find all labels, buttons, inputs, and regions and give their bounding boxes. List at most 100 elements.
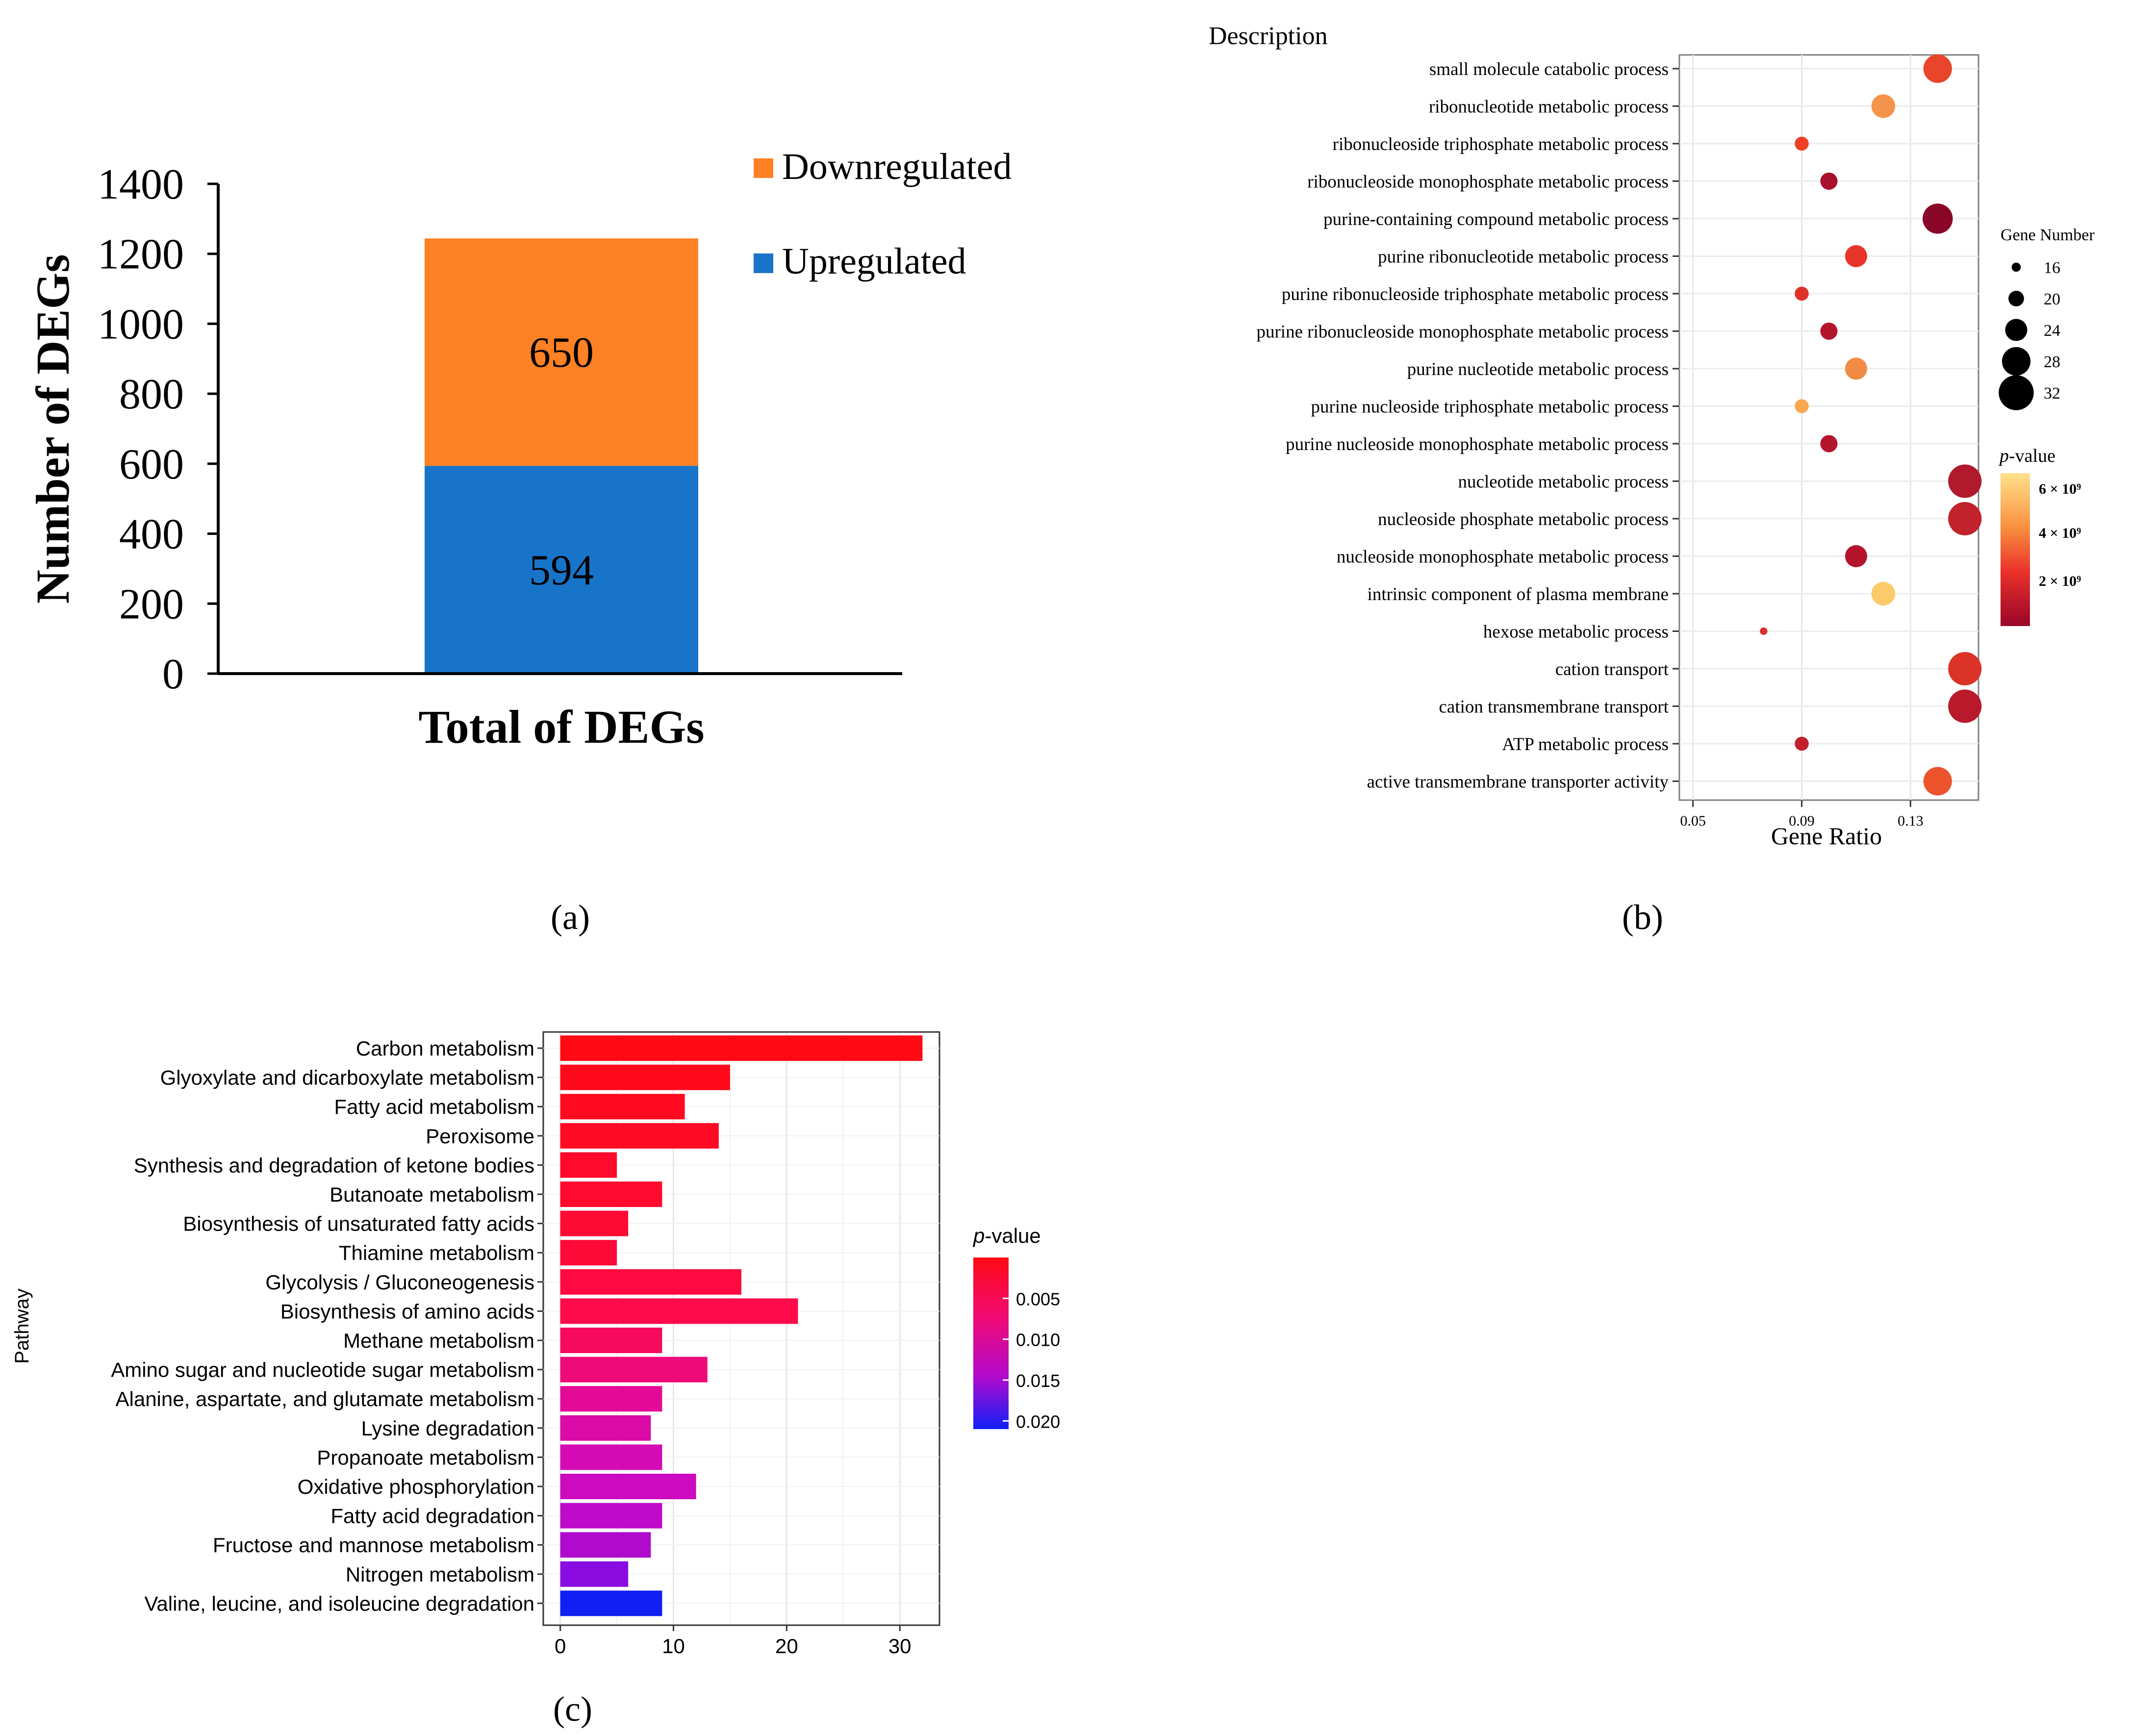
size-legend-dot [2008, 291, 2024, 306]
term-row-active-transmembrane-transporter-activity: active transmembrane transporter activit… [1367, 767, 1978, 796]
color-legend-title: p-value [1998, 446, 2055, 466]
x-tick-label: 0.09 [1789, 813, 1815, 829]
panel-b-dot-plot: Description small molecule catabolic pro… [1209, 22, 2095, 937]
panel-a-caption: (a) [551, 898, 590, 937]
panel-c-category-labels: Carbon metabolism Glyoxylate and dicarbox… [111, 1037, 543, 1615]
panel-c-bars [560, 1035, 923, 1616]
size-legend-title: Gene Number [2001, 226, 2095, 244]
panel-a-bars [425, 238, 698, 674]
color-legend-title-rest: -value [2009, 446, 2055, 466]
y-tick-label: 800 [119, 371, 184, 418]
term-point [1820, 435, 1838, 453]
term-label: nucleoside monophosphate metabolic proce… [1337, 547, 1669, 567]
bar-synthesis-and-degradation-of-ketone-bodies [560, 1152, 617, 1178]
y-tick-label: 0 [162, 651, 184, 698]
panel-a-y-label: Number of DEGs [26, 254, 79, 604]
term-label: ribonucleoside monophosphate metabolic p… [1307, 172, 1669, 192]
x-tick-label: 0.13 [1898, 813, 1924, 829]
bar-biosynthesis-of-unsaturated-fatty-acids [560, 1210, 629, 1236]
color-legend-label: 2 × 10⁹ [2039, 573, 2081, 589]
term-label: purine ribonucleoside triphosphate metab… [1282, 284, 1669, 304]
panel-b-term-rows: small molecule catabolic process ribonucl… [1256, 54, 1982, 796]
term-label: ribonucleoside triphosphate metabolic pr… [1333, 134, 1669, 154]
term-point [1795, 736, 1809, 751]
category-label: Amino sugar and nucleotide sugar metabol… [111, 1359, 534, 1382]
panel-b-x-ticks: 0.05 0.09 0.13 [1680, 800, 1924, 829]
legend-swatch-upregulated [754, 253, 773, 273]
panel-c-x-ticks: 0 10 20 30 [555, 1625, 912, 1658]
panel-b-x-label: Gene Ratio [1771, 822, 1882, 850]
term-label: ATP metabolic process [1502, 734, 1669, 755]
term-label: purine ribonucleoside monophosphate meta… [1256, 322, 1669, 342]
term-point [1845, 545, 1867, 567]
bar-butanoate-metabolism [560, 1182, 662, 1207]
term-row-nucleoside-monophosphate-metabolic-process: nucleoside monophosphate metabolic proce… [1337, 545, 1978, 567]
category-label: Synthesis and degradation of ketone bodi… [134, 1154, 534, 1177]
size-legend-entries: 16 20 24 28 32 [1999, 259, 2060, 410]
category-label: Thiamine metabolism [339, 1241, 534, 1264]
term-label: purine nucleoside triphosphate metabolic… [1311, 397, 1669, 417]
category-label: Butanoate metabolism [329, 1183, 534, 1206]
bar-value-label-upregulated: 594 [529, 547, 594, 594]
bar-segment-downregulated [425, 238, 698, 466]
term-row-hexose-metabolic-process: hexose metabolic process [1483, 622, 1978, 642]
c-color-legend-labels: 0.005 0.010 0.015 0.020 [1003, 1289, 1060, 1432]
panel-a-bar-labels: 594 650 [529, 329, 594, 594]
panel-c-y-label: Pathway [11, 1288, 33, 1363]
c-color-legend-gradient [973, 1258, 1009, 1429]
term-label: intrinsic component of plasma membrane [1368, 584, 1669, 604]
term-point [1871, 581, 1896, 606]
term-row-cation-transport: cation transport [1555, 652, 1982, 686]
bar-alanine-aspartate-and-glutamate-metabolism [560, 1386, 662, 1412]
size-legend-dot [2005, 319, 2028, 341]
bar-thiamine-metabolism [560, 1240, 617, 1266]
term-row-purine-ribonucleoside-monophosphate-metabolic-process: purine ribonucleoside monophosphate meta… [1256, 322, 1978, 342]
term-point [1948, 689, 1982, 723]
term-row-ribonucleotide-metabolic-process: ribonucleotide metabolic process [1429, 94, 1978, 118]
bar-lysine-degradation [560, 1415, 651, 1441]
term-row-nucleoside-phosphate-metabolic-process: nucleoside phosphate metabolic process [1378, 502, 1982, 536]
term-point [1871, 94, 1896, 118]
bar-peroxisome [560, 1123, 719, 1149]
term-point [1795, 136, 1809, 151]
category-label: Fructose and mannose metabolism [213, 1534, 534, 1557]
size-legend-dot [2002, 347, 2031, 376]
term-point [1923, 54, 1952, 83]
size-legend-label: 16 [2044, 259, 2060, 277]
panel-b-plot-area [1678, 54, 1979, 801]
size-legend-label: 28 [2044, 353, 2060, 371]
category-label: Peroxisome [426, 1125, 534, 1148]
term-label: nucleoside phosphate metabolic process [1378, 509, 1669, 529]
bar-valine-leucine-and-isoleucine-degradation [560, 1590, 662, 1616]
legend-swatch-downregulated [754, 158, 773, 178]
panel-a-stacked-bar-chart: 594 650 0 200 400 600 800 1000 1200 1400 Total o… [26, 146, 1012, 937]
size-legend-label: 20 [2044, 290, 2060, 308]
color-legend-title-italic: p [1998, 446, 2009, 466]
term-row-small-molecule-catabolic-process: small molecule catabolic process [1429, 54, 1978, 83]
category-label: Valine, leucine, and isoleucine degradat… [145, 1592, 534, 1615]
bar-fatty-acid-degradation [560, 1503, 662, 1529]
size-legend-label: 32 [2044, 384, 2060, 403]
category-label: Lysine degradation [361, 1417, 534, 1440]
term-row-intrinsic-component-of-plasma-membrane: intrinsic component of plasma membrane [1368, 581, 1978, 606]
term-row-purine-nucleoside-monophosphate-metabolic-process: purine nucleoside monophosphate metaboli… [1286, 434, 1978, 454]
term-label: hexose metabolic process [1483, 622, 1669, 642]
panel-b-size-legend: Gene Number 16 20 24 28 32 [1999, 226, 2095, 410]
panel-a-y-ticks: 0 200 400 600 800 1000 1200 1400 [98, 161, 218, 698]
c-color-legend-label: 0.005 [1016, 1289, 1060, 1309]
term-label: purine nucleoside monophosphate metaboli… [1286, 434, 1669, 454]
term-row-purine-containing-compound-metabolic-process: purine-containing compound metabolic pro… [1323, 203, 1978, 234]
term-point [1820, 322, 1838, 340]
term-label: active transmembrane transporter activit… [1367, 772, 1669, 792]
panel-c-color-legend: p-value 0.005 0.010 0.015 0.020 [972, 1224, 1060, 1432]
bar-nitrogen-metabolism [560, 1561, 629, 1587]
legend-label-downregulated: Downregulated [782, 146, 1012, 187]
term-point [1948, 652, 1982, 686]
term-label: ribonucleotide metabolic process [1429, 97, 1669, 117]
term-row-atp-metabolic-process: ATP metabolic process [1502, 734, 1978, 755]
category-label: Carbon metabolism [356, 1037, 534, 1060]
c-color-legend-label: 0.020 [1016, 1411, 1060, 1432]
bar-value-label-downregulated: 650 [529, 329, 594, 377]
panel-b-caption: (b) [1622, 898, 1663, 937]
term-point [1795, 286, 1809, 301]
